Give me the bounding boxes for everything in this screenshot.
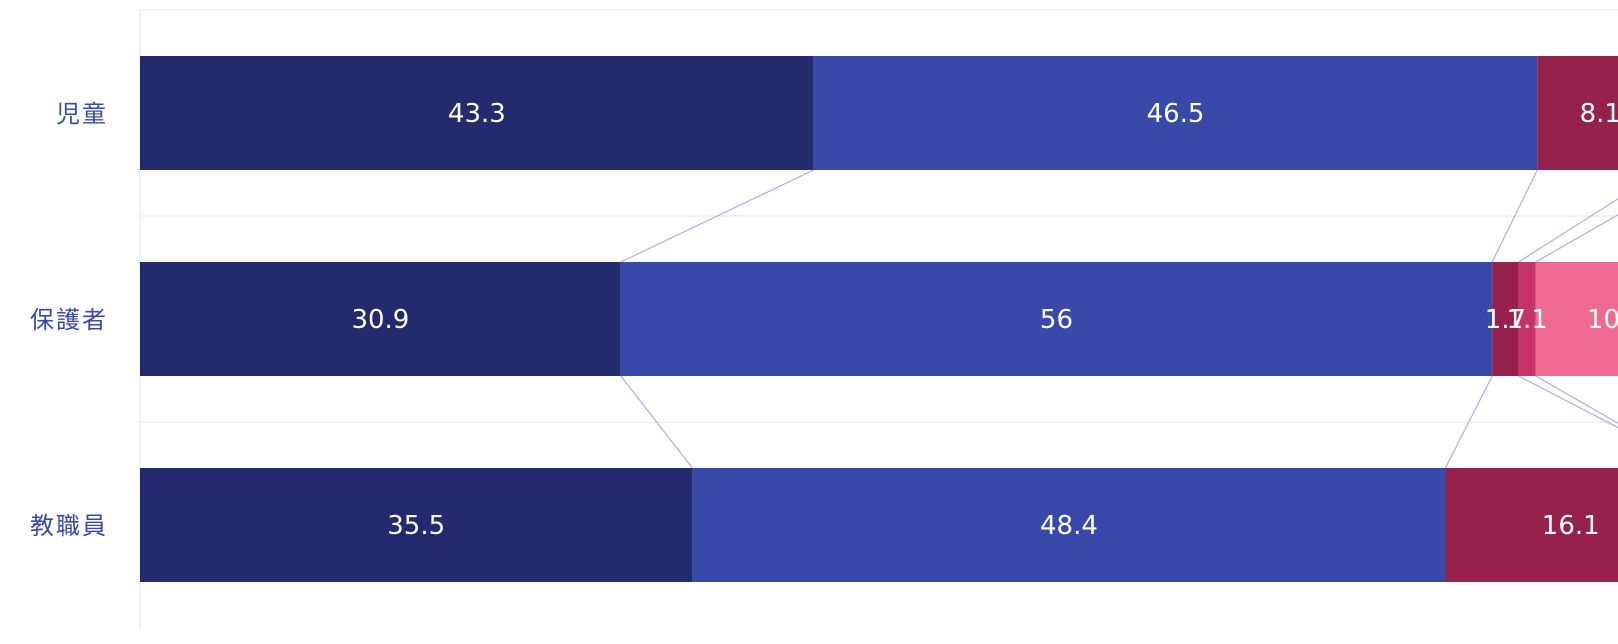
bar-segment [1537,56,1618,170]
connector-line [1535,214,1618,263]
bars [140,56,1618,582]
value-labels: 43.346.58.12.130.9561.71.110.335.548.416… [351,99,1618,541]
bar-segment [1518,262,1536,376]
bar-segment [620,262,1493,376]
connector-lines [620,169,1618,469]
data-label: 10.3 [1587,305,1618,335]
connector-line [620,375,693,469]
data-label: 30.9 [351,305,409,335]
category-label: 教職員 [30,512,108,540]
data-label: 16.1 [1542,511,1600,541]
data-label: 56 [1040,305,1073,335]
data-label: 35.5 [387,511,445,541]
connector-line [1518,375,1618,429]
bar-segment [1445,468,1618,582]
data-label: 46.5 [1147,99,1205,129]
category-label: 児童 [56,100,108,128]
connector-line [1535,375,1618,424]
data-label: 1.1 [1506,305,1547,335]
bar-segment [140,468,693,582]
data-label: 8.1 [1580,99,1618,129]
bar-segment [813,56,1538,170]
bar-segment [140,262,621,376]
bar-segment [140,56,814,170]
connector-line [1518,198,1618,263]
connector-line [1491,169,1538,263]
data-label: 1.7 [1485,305,1526,335]
bar-segment [1535,262,1618,376]
data-label: 48.4 [1040,511,1098,541]
category-label: 保護者 [30,306,108,334]
connector-line [620,169,815,263]
bar-segment [1492,262,1519,376]
connector-line [1444,375,1493,469]
bar-segment [692,468,1446,582]
data-label: 43.3 [448,99,506,129]
